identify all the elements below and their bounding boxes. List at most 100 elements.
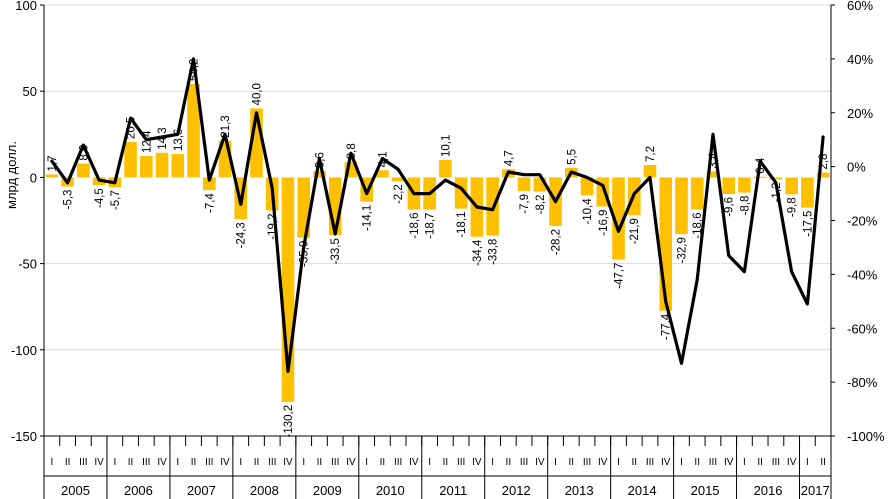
quarter-label: I — [743, 457, 746, 468]
quarter-label: II — [443, 457, 449, 468]
data-label: 3,6 — [314, 152, 326, 168]
quarter-label: II — [694, 457, 700, 468]
year-label: 2008 — [250, 483, 279, 498]
quarter-label: III — [457, 457, 465, 468]
quarter-label: II — [757, 457, 763, 468]
data-label: -32,9 — [676, 237, 688, 263]
data-label: -5,7 — [110, 190, 122, 210]
data-label: 40,0 — [251, 83, 263, 105]
quarter-label: I — [554, 457, 557, 468]
quarter-label: IV — [409, 457, 419, 468]
quarter-label: III — [142, 457, 150, 468]
quarter-label: II — [506, 457, 512, 468]
quarter-label: IV — [157, 457, 167, 468]
year-label: 2007 — [187, 483, 216, 498]
data-label: -9,8 — [787, 197, 799, 217]
data-label: 21,3 — [220, 115, 232, 137]
year-label: 2005 — [61, 483, 90, 498]
bar — [517, 177, 531, 192]
y2-tick-label: -40% — [847, 267, 878, 282]
year-label: 2009 — [313, 483, 342, 498]
data-label: -18,7 — [425, 213, 437, 239]
quarter-label: III — [331, 457, 339, 468]
quarter-label: III — [394, 457, 402, 468]
quarter-label: II — [380, 457, 386, 468]
y2-tick-label: -60% — [847, 321, 878, 336]
quarter-label: IV — [346, 457, 356, 468]
category-axis: I II III IV I II III IV I II III IV I II III IV I II III IV… — [43, 436, 832, 499]
quarter-label: III — [205, 457, 213, 468]
data-label: -47,7 — [614, 263, 626, 289]
year-label: 2017 — [801, 483, 830, 498]
bar — [753, 176, 767, 178]
bar — [801, 177, 814, 208]
data-label: -2,2 — [393, 184, 405, 204]
quarter-label: II — [65, 457, 71, 468]
data-label: -18,6 — [692, 212, 704, 238]
data-label: -5,3 — [63, 190, 75, 210]
right-axis-ticks: 60% 40% 20% 0% -20% -40% -60% -80% -100% — [831, 0, 885, 444]
data-label: -1,2 — [771, 182, 783, 202]
data-label: 0,4 — [755, 157, 767, 174]
quarter-label: II — [128, 457, 134, 468]
bar — [77, 163, 90, 178]
quarter-label: I — [113, 457, 116, 468]
bar — [612, 177, 625, 260]
y2-tick-label: -100% — [847, 429, 885, 444]
quarter-label: IV — [220, 457, 230, 468]
year-label: 2010 — [376, 483, 405, 498]
data-label: -130,2 — [283, 405, 295, 438]
data-label: 4,7 — [503, 150, 515, 166]
quarter-label: I — [239, 457, 242, 468]
data-label: -7,4 — [204, 193, 216, 213]
bar — [202, 177, 216, 191]
bar — [580, 177, 594, 196]
data-label: -28,2 — [551, 229, 563, 255]
quarter-label: I — [428, 457, 431, 468]
axes — [43, 5, 832, 437]
data-label: -14,1 — [362, 205, 374, 231]
bar — [45, 174, 59, 178]
data-label: 7,2 — [645, 146, 657, 162]
data-label: -8,2 — [535, 195, 547, 215]
quarter-label: I — [806, 457, 809, 468]
bar — [690, 177, 704, 210]
quarter-label: I — [680, 457, 683, 468]
year-label: 2014 — [628, 483, 657, 498]
quarter-label: I — [365, 457, 368, 468]
data-label: -34,4 — [472, 239, 484, 266]
quarter-label: IV — [661, 457, 671, 468]
y-axis-label: млрд долл. — [4, 141, 19, 209]
data-label: -33,8 — [488, 239, 500, 265]
year-label: 2016 — [754, 483, 783, 498]
data-label: -19,2 — [267, 214, 279, 240]
quarter-label: I — [617, 457, 620, 468]
y-tick-label: -100 — [11, 343, 37, 358]
left-axis-ticks: 100 50 0 -50 -100 -150 — [11, 0, 44, 444]
data-label: -9,6 — [724, 197, 736, 217]
quarter-label: IV — [724, 457, 734, 468]
bar — [171, 153, 185, 178]
data-label: -35,0 — [299, 241, 311, 267]
bar — [706, 171, 720, 178]
bar — [313, 171, 326, 178]
data-label: -21,9 — [629, 218, 641, 244]
data-label: -16,9 — [598, 210, 610, 236]
y2-tick-label: 40% — [847, 52, 873, 67]
gridlines — [44, 4, 831, 351]
data-label: -8,8 — [739, 196, 751, 216]
y2-tick-label: -20% — [847, 214, 878, 229]
y-tick-label: 100 — [15, 0, 37, 13]
data-label: 13,6 — [173, 129, 185, 151]
data-label: 8,8 — [346, 143, 358, 159]
data-label: -18,6 — [409, 212, 421, 238]
bar — [722, 177, 735, 194]
quarter-label: II — [631, 457, 637, 468]
bar — [376, 170, 389, 178]
bar — [785, 177, 798, 195]
quarter-label: IV — [472, 457, 482, 468]
data-label: -7,9 — [519, 194, 531, 214]
quarter-label: IV — [787, 457, 797, 468]
quarter-label: I — [50, 457, 53, 468]
quarter-label: II — [569, 457, 575, 468]
